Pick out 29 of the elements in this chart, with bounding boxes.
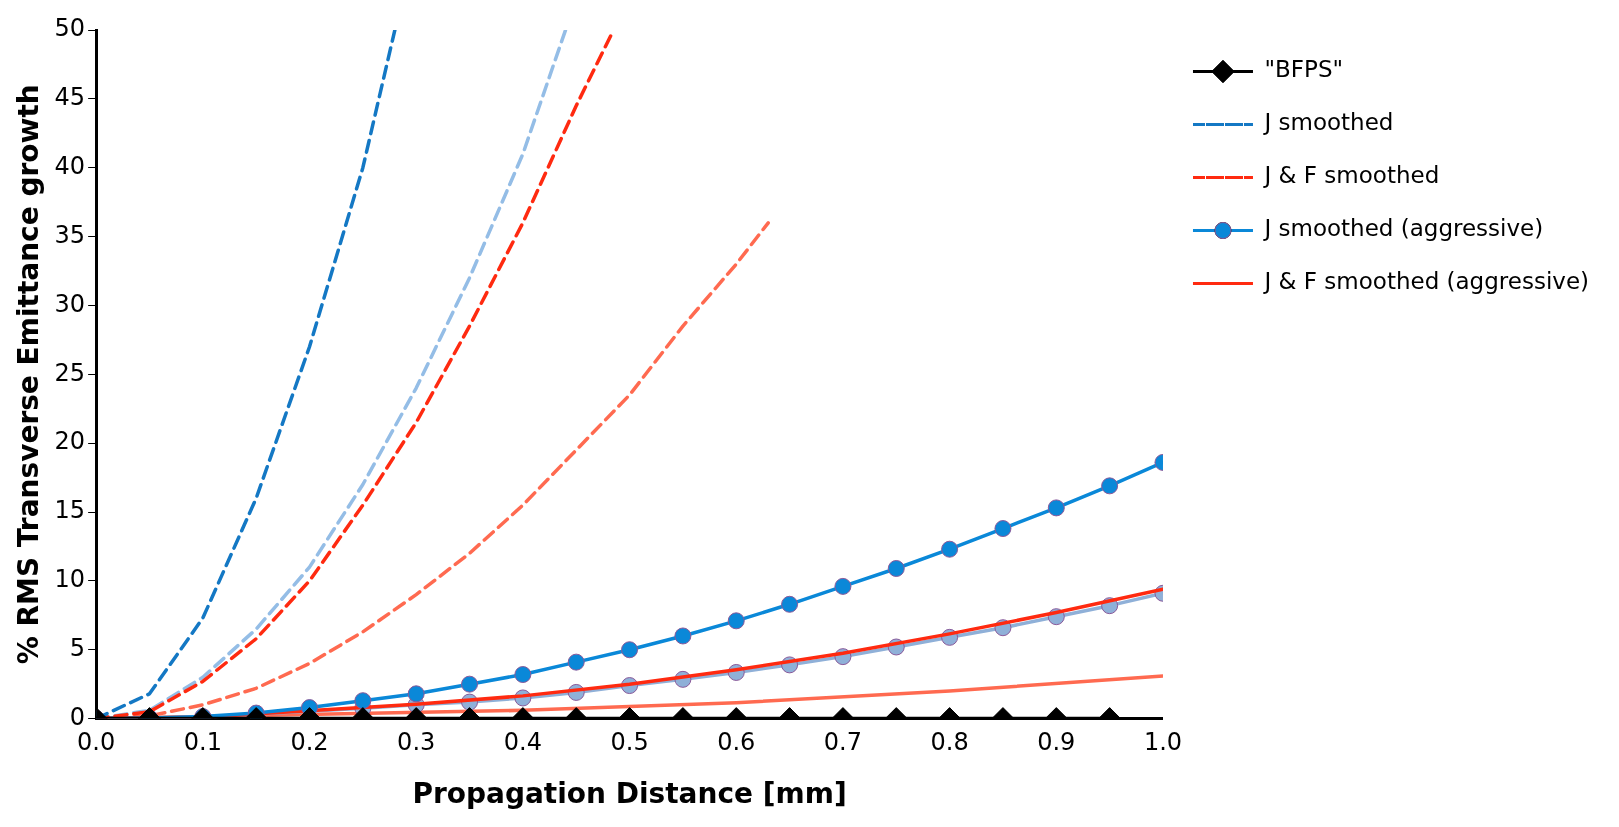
x-tick-label: 0.7 — [823, 728, 863, 757]
x-tick-label: 0.5 — [610, 728, 649, 757]
x-tick-label: 1.0 — [1143, 728, 1183, 757]
y-tick-label: 35 — [54, 220, 86, 249]
y-tick-label: 0 — [69, 702, 86, 731]
x-tick-label: 0.4 — [503, 728, 542, 757]
x-tick-label: 0.0 — [77, 728, 116, 757]
y-tick-label: 40 — [54, 151, 86, 180]
y-axis-title: % RMS Transverse Emittance growth — [12, 84, 46, 665]
x-axis-title: Propagation Distance [mm] — [412, 777, 847, 811]
y-tick-label: 10 — [54, 565, 86, 594]
x-tick-label: 0.1 — [183, 728, 222, 757]
x-tick-label: 0.8 — [930, 728, 969, 757]
y-tick-label: 25 — [54, 358, 86, 387]
y-tick-label: 15 — [54, 496, 86, 525]
y-tick-label: 20 — [54, 427, 86, 456]
legend-label: J smoothed — [1262, 109, 1394, 136]
legend-label: J smoothed (aggressive) — [1262, 215, 1544, 242]
y-tick-label: 50 — [54, 14, 86, 43]
x-tick-label: 0.9 — [1037, 728, 1076, 757]
legend-label: J & F smoothed (aggressive) — [1262, 268, 1589, 295]
legend-label: "BFPS" — [1264, 56, 1344, 83]
y-tick-label: 45 — [54, 83, 86, 112]
x-tick-label: 0.6 — [717, 728, 756, 757]
y-tick-label: 30 — [54, 289, 86, 318]
legend-label: J & F smoothed — [1262, 162, 1440, 189]
x-tick-label: 0.3 — [397, 728, 436, 757]
y-tick-label: 5 — [69, 633, 86, 662]
x-tick-label: 0.2 — [290, 728, 329, 757]
